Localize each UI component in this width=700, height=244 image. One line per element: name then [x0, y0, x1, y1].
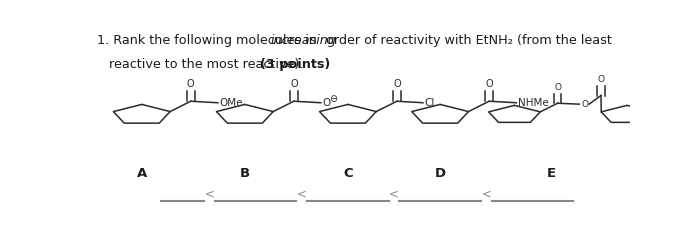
Text: increasing: increasing [271, 34, 337, 47]
Text: O: O [554, 83, 561, 92]
Text: O: O [393, 79, 400, 89]
Text: <: < [204, 187, 214, 200]
Text: <: < [297, 187, 307, 200]
Text: O: O [323, 98, 331, 108]
Text: O: O [485, 79, 493, 89]
Text: reactive to the most reactive).: reactive to the most reactive). [97, 58, 307, 71]
Text: 1. Rank the following molecules in: 1. Rank the following molecules in [97, 34, 321, 47]
Text: <: < [482, 187, 491, 200]
Text: O: O [598, 75, 605, 84]
Text: A: A [136, 167, 147, 181]
Text: order of reactivity with EtNH₂ (from the least: order of reactivity with EtNH₂ (from the… [322, 34, 612, 47]
Text: (3 points): (3 points) [260, 58, 330, 71]
Text: NHMe: NHMe [518, 98, 549, 108]
Text: B: B [240, 167, 250, 181]
Text: O: O [187, 79, 195, 89]
Text: ⊖: ⊖ [329, 94, 337, 104]
Text: C: C [343, 167, 353, 181]
Text: O: O [581, 100, 588, 109]
Text: O: O [290, 79, 298, 89]
Text: D: D [435, 167, 446, 181]
Text: <: < [389, 187, 399, 200]
Text: E: E [547, 167, 556, 181]
Text: OMe: OMe [220, 98, 243, 108]
Text: Cl: Cl [425, 98, 435, 108]
